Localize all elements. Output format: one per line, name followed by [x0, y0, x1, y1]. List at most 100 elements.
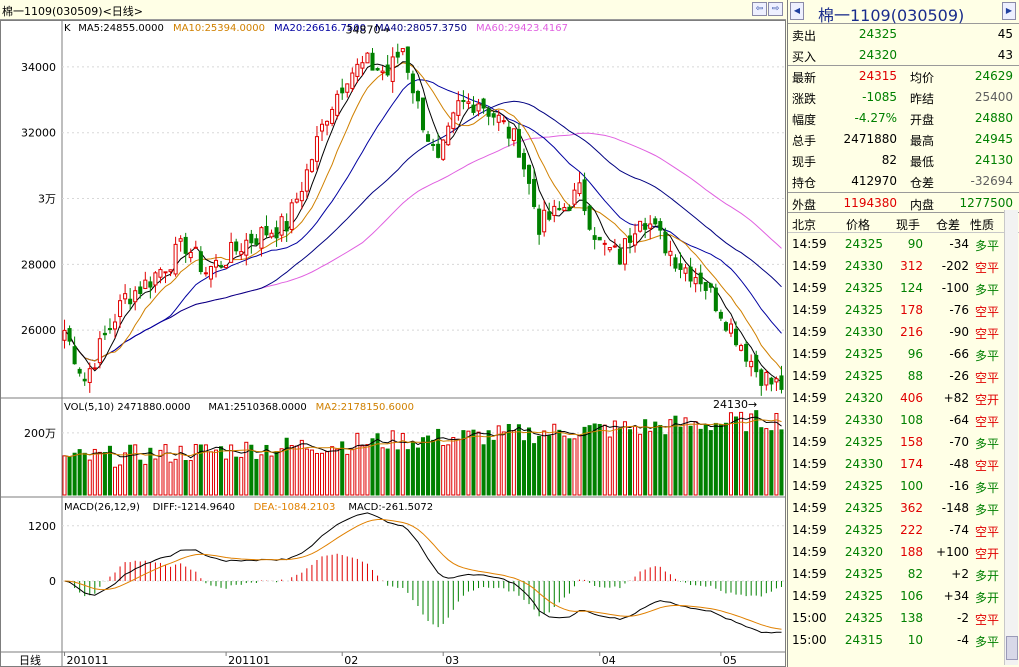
trade-row[interactable]: 14:59 24325 100 -16 多平 [788, 475, 1019, 497]
volume-bar [163, 444, 168, 496]
quote-label: 最高 [910, 134, 935, 148]
trade-row[interactable]: 14:59 24320 188 +100 空开 [788, 541, 1019, 563]
kline-chart[interactable]: 34000 32000 3万 28000 26000 200万 1200 0 K MA5:2485… [0, 20, 786, 667]
volume-bar [658, 424, 663, 496]
trade-row[interactable]: 14:59 24330 174 -48 空平 [788, 453, 1019, 475]
trade-row[interactable]: 14:59 24325 362 -148 多平 [788, 497, 1019, 519]
trade-type: 空平 [974, 525, 999, 539]
trades-scrollbar[interactable] [1004, 210, 1018, 665]
trades-scrollbar-thumb[interactable] [1006, 636, 1018, 660]
prev-period-button[interactable]: ⇦ [752, 2, 767, 16]
trade-row[interactable]: 14:59 24325 158 -70 多平 [788, 431, 1019, 453]
price-tick-label: 32000 [21, 127, 56, 140]
title-bar: 棉一1109(030509)<日线> ⇦ ⇨ [0, 0, 786, 20]
quote-row: 持仓 412970 仓差 -32694 [788, 171, 1019, 192]
trades-header-type: 性质 [970, 218, 995, 232]
trade-row[interactable]: 14:59 24330 312 -202 空平 [788, 255, 1019, 277]
next-period-button[interactable]: ⇨ [768, 2, 783, 16]
candle-body [552, 205, 557, 216]
volume-bar [774, 412, 779, 496]
next-contract-button[interactable]: ▶ [1002, 2, 1016, 20]
candle-body [602, 242, 607, 245]
volume-bar [577, 434, 582, 496]
volume-bar [663, 434, 668, 496]
volume-bar [451, 437, 456, 496]
candle-body [314, 136, 319, 162]
volume-bar [713, 422, 718, 496]
trades-header: 北京 价格 现手 仓差 性质 [788, 213, 1019, 233]
trade-volume: 312 [900, 259, 923, 273]
candle-body [441, 139, 446, 160]
trade-row[interactable]: 14:59 24325 106 +34 多开 [788, 585, 1019, 607]
candle-body [597, 236, 602, 241]
candle-body [294, 198, 299, 203]
contract-name: 棉一1109(030509) [818, 6, 965, 25]
trade-volume: 222 [900, 523, 923, 537]
trades-header-place: 北京 [792, 218, 817, 232]
trade-price: 24330 [844, 413, 883, 427]
candle-body [708, 283, 713, 288]
trade-type: 空平 [974, 327, 999, 341]
trade-oi-change: -70 [949, 435, 969, 449]
trade-row[interactable]: 14:59 24325 90 -34 多平 [788, 233, 1019, 255]
volume-bar [254, 458, 259, 496]
volume-bar [673, 415, 678, 496]
price-tick-label: 28000 [21, 258, 56, 271]
candle-body [461, 99, 466, 103]
trade-row[interactable]: 14:59 24325 96 -66 多平 [788, 343, 1019, 365]
trade-row[interactable]: 14:59 24325 178 -76 空平 [788, 299, 1019, 321]
trade-row[interactable]: 14:59 24330 108 -64 空平 [788, 409, 1019, 431]
quote-stats: 最新 24315 均价 24629 涨跌 -1085 昨结 25400 幅度 -4.27% 开盘 24… [788, 66, 1019, 192]
candle-body [622, 238, 627, 265]
candle-body [405, 46, 410, 73]
candle-body [516, 129, 521, 158]
volume-bar [567, 438, 572, 496]
prev-contract-button[interactable]: ◀ [790, 2, 804, 20]
macd-legend-item: DEA:-1084.2103 [254, 502, 336, 513]
candle-body [415, 90, 420, 102]
trade-row[interactable]: 14:59 24325 222 -74 空平 [788, 519, 1019, 541]
trade-volume: 138 [900, 611, 923, 625]
trade-row[interactable]: 14:59 24325 88 -26 空平 [788, 365, 1019, 387]
candle-body [82, 378, 87, 382]
trade-row[interactable]: 15:00 24315 10 -4 多平 [788, 629, 1019, 651]
volume-bar [284, 437, 289, 496]
candle-body [284, 221, 289, 232]
trade-volume: 100 [900, 479, 923, 493]
sell-qty: 45 [997, 27, 1013, 41]
buy-qty: 43 [997, 48, 1013, 62]
trade-price: 24320 [844, 391, 883, 405]
volume-bar [461, 430, 466, 496]
trade-price: 24330 [844, 457, 883, 471]
trades-header-price: 价格 [846, 218, 871, 232]
volume-bar [718, 424, 723, 496]
candle-body [395, 51, 400, 58]
trade-oi-change: -76 [949, 303, 969, 317]
trade-price: 24325 [844, 523, 883, 537]
candle-body [471, 104, 476, 113]
trade-time: 14:59 [792, 501, 827, 515]
candle-body [678, 263, 683, 270]
candle-body [97, 338, 102, 364]
trade-row[interactable]: 15:00 24325 138 -2 空平 [788, 607, 1019, 629]
volume-bar [754, 410, 759, 496]
volume-bar [471, 429, 476, 496]
trade-row[interactable]: 14:59 24330 216 -90 空平 [788, 321, 1019, 343]
volume-bar [638, 433, 643, 496]
trade-row[interactable]: 14:59 24320 406 +82 空开 [788, 387, 1019, 409]
volume-bar [234, 456, 239, 496]
volume-bar [693, 421, 698, 496]
candle-body [148, 281, 153, 288]
volume-bar [294, 445, 299, 496]
k-legend-item: MA5:24855.0000 [78, 23, 164, 34]
volume-bar [178, 445, 183, 496]
candle-body [62, 329, 67, 341]
sell-price: 24325 [858, 27, 897, 41]
trade-type: 空平 [974, 371, 999, 385]
candle-body [87, 368, 92, 383]
trade-row[interactable]: 14:59 24325 124 -100 多平 [788, 277, 1019, 299]
volume-bar [476, 431, 481, 496]
trade-row[interactable]: 14:59 24325 82 +2 多开 [788, 563, 1019, 585]
trades-list[interactable]: 14:59 24325 90 -34 多平 14:59 24330 312 -202 空平 14:5… [788, 233, 1019, 651]
candle-body [410, 73, 415, 94]
